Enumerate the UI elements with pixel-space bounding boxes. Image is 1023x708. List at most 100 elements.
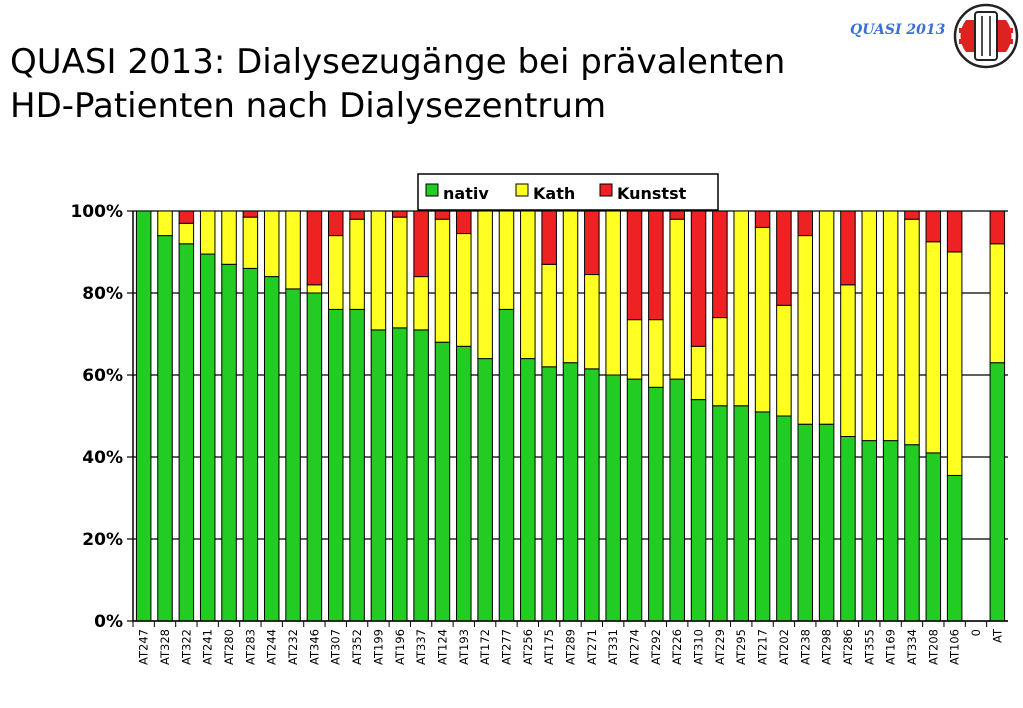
x-tick-label: AT232: [286, 629, 300, 665]
bar-kunstst-at175: [541, 210, 557, 265]
bar-nativ-at193: [456, 345, 472, 622]
x-tick-label: AT292: [649, 629, 663, 665]
bar-nativ-at124: [434, 341, 451, 622]
bar-nativ-at274: [626, 378, 643, 622]
bar-kunstst-at217: [754, 210, 771, 228]
legend-label-nativ: nativ: [443, 184, 489, 203]
bar-kath-at283: [242, 216, 259, 269]
bar-nativ-at106: [946, 474, 963, 622]
bar-nativ-at226: [669, 378, 685, 622]
bar-kunstst-at229: [712, 210, 728, 319]
title-line-1: QUASI 2013: Dialysezugänge bei prävalent…: [10, 42, 786, 82]
x-tick-label: AT256: [521, 629, 535, 665]
bar-nativ-at: [989, 362, 1006, 622]
bar-kunstst-at274: [626, 210, 643, 321]
bar-nativ-at289: [562, 362, 579, 622]
bar-kath-at226: [669, 218, 685, 380]
bar-nativ-at307: [327, 308, 344, 622]
bar-nativ-at196: [392, 327, 408, 622]
bar-kath-at274: [626, 319, 643, 380]
x-tick-label: AT124: [435, 629, 449, 665]
bar-kath-at352: [349, 218, 365, 310]
bar-nativ-at244: [263, 276, 280, 622]
x-tick-label: AT334: [905, 629, 919, 665]
y-tick-labels: 0% 20% 40% 60% 80% 100%: [70, 202, 123, 632]
x-tick-labels: AT247 AT328 AT322 AT241 AT280 AT283 AT244 AT232…: [132, 621, 1004, 665]
bar-nativ-at322: [178, 243, 195, 622]
bar-kath-at295: [733, 210, 749, 407]
bar-nativ-at247: [135, 210, 152, 622]
bar-nativ-at172: [477, 358, 493, 622]
x-tick-label: AT202: [777, 629, 791, 665]
bar-nativ-at202: [776, 415, 792, 622]
bar-kath-at337: [413, 276, 429, 331]
bar-kunstst-at334: [904, 210, 920, 220]
bar-kunstst-at106: [946, 210, 963, 253]
legend-label-kunstst: Kunstst: [617, 184, 687, 203]
x-tick-label: AT322: [179, 629, 193, 665]
bar-kath-at355: [861, 210, 878, 442]
bar-kath-at196: [392, 216, 408, 329]
page-title: QUASI 2013: Dialysezugänge bei prävalent…: [10, 40, 785, 128]
bar-kunstst-at208: [925, 210, 942, 243]
bar-kath-at229: [712, 317, 728, 407]
x-tick-label: AT337: [414, 629, 428, 665]
x-tick-label: AT271: [585, 629, 599, 665]
x-tick-label: AT295: [734, 629, 748, 665]
bar-kath-at244: [263, 210, 280, 278]
legend-swatch-kunstst: [599, 183, 613, 197]
bar-kath-at: [989, 243, 1006, 364]
bar-nativ-at331: [605, 374, 621, 622]
x-tick-label: AT196: [393, 629, 407, 665]
bar-nativ-at286: [840, 436, 856, 622]
bar-kunstst-at193: [456, 210, 472, 235]
x-tick-label: AT331: [606, 629, 620, 665]
bar-kath-at208: [925, 241, 942, 454]
x-tick-label: AT289: [564, 629, 578, 665]
x-tick-label: AT274: [628, 629, 642, 665]
bar-kath-at256: [520, 210, 536, 360]
bar-nativ-at310: [690, 399, 707, 622]
bar-nativ-at241: [199, 253, 216, 622]
bar-nativ-at175: [541, 366, 557, 622]
y-tick-label: 100%: [70, 202, 123, 222]
y-tick-label: 60%: [82, 366, 123, 386]
brand-text: QUASI 2013: [850, 22, 946, 38]
bar-kunstst-at346: [306, 210, 323, 286]
x-tick-label: AT229: [713, 629, 727, 665]
bar-kath-at292: [648, 319, 664, 388]
bar-kunstst-at292: [648, 210, 664, 321]
y-tick-label: 20%: [82, 530, 123, 550]
bar-nativ-at280: [221, 263, 237, 622]
x-tick-label: AT193: [457, 629, 471, 665]
quasi-logo-icon: [953, 3, 1019, 69]
bar-kath-at217: [754, 226, 771, 413]
legend-swatch-nativ: [425, 183, 439, 197]
bar-kath-at289: [562, 210, 579, 364]
bar-kath-at193: [456, 233, 472, 347]
bar-kath-at277: [498, 210, 515, 310]
x-tick-label: AT280: [222, 629, 236, 665]
bar-kath-at334: [904, 218, 920, 446]
x-tick-label: AT172: [478, 629, 492, 665]
x-tick-label: AT208: [926, 629, 940, 665]
bar-kunstst-at: [989, 210, 1006, 245]
x-tick-label: AT283: [243, 629, 257, 665]
bar-kath-at124: [434, 218, 451, 343]
x-tick-label: AT277: [499, 629, 513, 665]
bar-kath-at271: [584, 274, 600, 370]
bar-kath-at331: [605, 210, 621, 376]
bar-kath-at298: [818, 210, 835, 425]
bar-kunstst-at196: [392, 210, 408, 218]
bar-kunstst-at271: [584, 210, 600, 276]
axes: [132, 211, 1008, 622]
bar-nativ-at334: [904, 444, 920, 622]
bar-kunstst-at310: [690, 210, 707, 347]
bar-kath-at232: [285, 210, 301, 290]
bar-kunstst-at226: [669, 210, 685, 220]
legend: nativ Kath Kunstst: [417, 173, 719, 211]
bar-nativ-at298: [818, 423, 835, 622]
bar-kunstst-at337: [413, 210, 429, 278]
x-tick-label: AT175: [542, 629, 556, 665]
